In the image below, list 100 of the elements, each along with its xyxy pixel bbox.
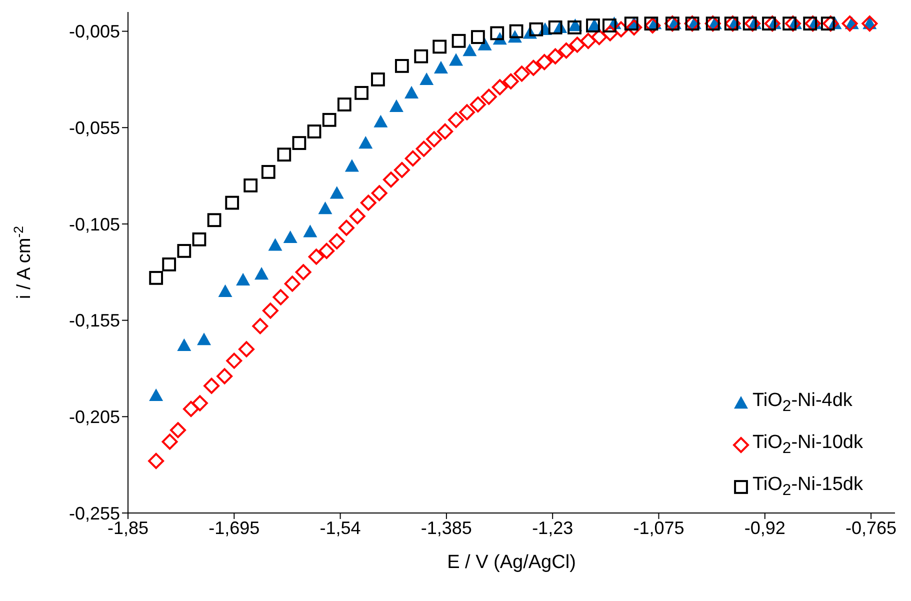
point [177, 338, 192, 351]
point [148, 452, 164, 469]
point [283, 230, 298, 244]
point [782, 16, 796, 31]
point [569, 36, 586, 53]
point [568, 20, 582, 34]
point [238, 341, 254, 358]
point [470, 96, 486, 112]
point [382, 172, 399, 188]
point [170, 422, 186, 438]
x-axis-title: E / V (Ag/AgCl) [447, 552, 576, 573]
point [458, 104, 475, 120]
point [394, 59, 409, 73]
point [820, 16, 835, 31]
point [244, 178, 258, 192]
point [602, 25, 618, 42]
x-tick-label: -1,23 [532, 518, 574, 538]
point [204, 378, 220, 394]
point [548, 20, 562, 34]
point [502, 73, 519, 90]
x-tick-label: -1,075 [633, 518, 684, 538]
point [183, 400, 200, 417]
point [547, 48, 564, 64]
point [272, 289, 289, 306]
y-tick-label: -0,205 [68, 407, 120, 428]
point [470, 30, 485, 44]
point [216, 368, 233, 384]
legend-label: TiO$_{2}$-Ni-10dk [752, 432, 863, 458]
point [525, 60, 542, 76]
y-tick-label: -0,005 [68, 22, 120, 42]
point [591, 29, 608, 46]
point [580, 32, 596, 49]
point [432, 40, 447, 54]
point [744, 16, 761, 32]
point [644, 16, 658, 31]
point [192, 395, 208, 412]
point [462, 44, 477, 56]
point [536, 54, 552, 70]
point [197, 332, 212, 346]
point [613, 21, 630, 38]
point [338, 220, 354, 236]
point [764, 16, 780, 32]
point [307, 124, 322, 138]
point [448, 112, 464, 128]
point [292, 136, 306, 150]
point [322, 112, 336, 127]
point [303, 224, 318, 238]
point [404, 150, 421, 166]
point [218, 284, 232, 298]
point [284, 276, 300, 292]
point [492, 79, 508, 96]
point [490, 26, 504, 40]
point [803, 16, 818, 31]
point [268, 238, 282, 251]
point [509, 24, 524, 38]
point [192, 232, 206, 246]
point [626, 19, 642, 36]
point [437, 123, 454, 140]
point [724, 16, 738, 31]
point [842, 16, 858, 32]
y-tick-label: -0,155 [68, 310, 120, 331]
legend-label: TiO$_{2}$-Ni-4dk [752, 390, 852, 416]
point [371, 72, 385, 86]
point [394, 162, 410, 178]
x-tick-label: -1,385 [420, 518, 472, 538]
legend-label: TiO$_{2}$-Ni-15dk [752, 474, 863, 500]
point [318, 202, 332, 214]
point [207, 213, 222, 228]
point [328, 233, 345, 250]
point [724, 16, 741, 32]
point [177, 244, 192, 258]
point [416, 140, 432, 157]
point [344, 159, 359, 172]
point [452, 34, 466, 48]
point [318, 242, 335, 259]
point [426, 131, 442, 148]
point [149, 388, 164, 402]
point [644, 17, 661, 34]
point [254, 267, 269, 280]
point [295, 264, 312, 280]
point [389, 99, 404, 112]
point [414, 49, 428, 64]
point [349, 208, 366, 224]
point [784, 16, 801, 32]
point [449, 53, 464, 66]
x-tick-label: -1,54 [320, 518, 361, 538]
point [804, 16, 821, 32]
point [236, 272, 250, 286]
point [602, 18, 616, 32]
point [162, 257, 176, 272]
point [308, 248, 324, 265]
point [514, 66, 530, 82]
x-tick-label: -0,92 [744, 518, 786, 538]
point [404, 86, 419, 99]
point [162, 434, 178, 450]
point [330, 186, 344, 199]
point [360, 194, 376, 211]
point [371, 185, 388, 202]
point [252, 318, 268, 334]
x-tick-label: -0,765 [846, 518, 897, 538]
